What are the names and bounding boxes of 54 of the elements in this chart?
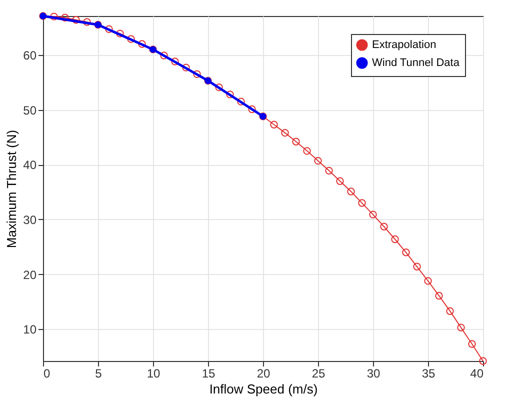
point — [347, 188, 355, 196]
y-tick-label: 50 — [23, 103, 37, 118]
point — [468, 340, 476, 348]
point — [105, 25, 113, 34]
point — [413, 262, 421, 271]
point — [358, 199, 366, 207]
point — [303, 147, 311, 155]
point — [50, 12, 58, 20]
point — [226, 90, 234, 98]
x-tick-label: 30 — [366, 366, 380, 380]
x-tick-label: 20 — [256, 366, 270, 380]
legend-label: Extrapolation — [372, 39, 436, 51]
point — [457, 324, 465, 332]
x-tick-label: 0 — [44, 366, 50, 380]
point — [391, 235, 399, 244]
point — [160, 52, 168, 60]
point — [402, 248, 410, 256]
y-axis-title: Maximum Thrust (N) — [4, 130, 20, 248]
point — [127, 35, 135, 43]
x-axis-title: Inflow Speed (m/s) — [209, 382, 318, 396]
point — [424, 277, 432, 285]
point — [281, 128, 289, 137]
x-tick-label: 40 — [470, 366, 484, 380]
point — [325, 166, 333, 175]
y-tick-label: 10 — [23, 322, 37, 337]
point — [380, 222, 388, 230]
point — [193, 70, 201, 78]
point — [72, 16, 80, 24]
point — [138, 40, 146, 48]
point — [248, 105, 256, 114]
point — [83, 18, 91, 26]
x-tick-label: 25 — [312, 366, 326, 380]
y-tick-label: 30 — [23, 212, 37, 227]
point — [171, 58, 179, 66]
x-tick-label: 10 — [146, 366, 160, 380]
point — [237, 98, 245, 106]
x-tick-label: 5 — [95, 366, 102, 380]
point — [336, 177, 344, 185]
legend-label: Wind Tunnel Data — [372, 57, 460, 69]
x-tick-label: 35 — [422, 366, 436, 380]
point — [116, 30, 124, 38]
point — [182, 64, 190, 72]
y-tick-label: 20 — [23, 268, 37, 282]
y-tick-label: 60 — [23, 48, 37, 62]
point — [435, 292, 443, 300]
point — [446, 307, 454, 315]
point — [369, 210, 377, 218]
point — [61, 14, 69, 22]
point — [292, 138, 300, 146]
point — [314, 156, 322, 165]
y-tick-label: 40 — [23, 158, 37, 172]
x-tick-label: 15 — [202, 366, 216, 380]
point — [215, 83, 223, 92]
point — [270, 120, 278, 128]
